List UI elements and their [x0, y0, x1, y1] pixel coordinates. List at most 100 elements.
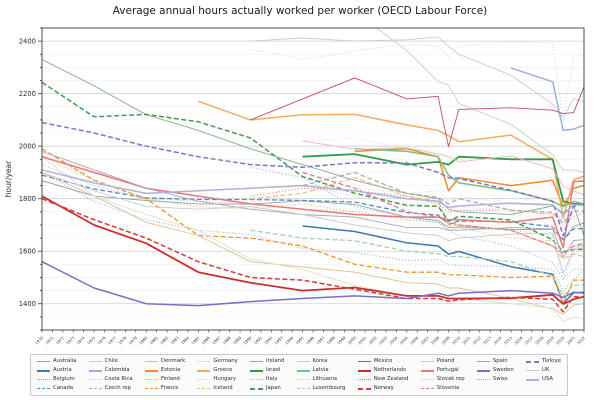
y-tick-label: 2000 — [19, 142, 36, 150]
series-line-luxembourg — [250, 229, 584, 297]
legend-line-swatch — [357, 387, 371, 390]
x-tick-label: 1970 — [34, 335, 45, 346]
legend-item-norway: Norway — [357, 385, 409, 392]
legend-label: Costa Rica — [104, 376, 133, 382]
legend-line-swatch — [357, 369, 371, 372]
legend-label: Finland — [160, 376, 180, 382]
legend-label: Hungary — [213, 376, 237, 382]
x-tick-label: 1983 — [169, 335, 180, 346]
series-line-czech-rep — [302, 171, 584, 225]
y-tick-label: 1800 — [19, 195, 36, 203]
series-line-greece — [198, 100, 584, 219]
legend-label: France — [160, 385, 179, 391]
series-line-korea — [375, 28, 584, 173]
legend-label: Colombia — [104, 367, 130, 373]
legend-line-swatch — [144, 369, 158, 372]
legend-item-poland: Poland — [420, 358, 465, 365]
x-tick-label: 1997 — [315, 335, 326, 346]
x-tick-label: 1986 — [201, 335, 212, 346]
legend-label: Belgium — [53, 376, 75, 382]
legend-label: Estonia — [160, 367, 181, 373]
x-tick-label: 1991 — [253, 335, 264, 346]
legend-label: Greece — [213, 367, 233, 373]
series-line-austria — [302, 225, 584, 305]
legend-line-swatch — [249, 387, 263, 390]
x-tick-label: 2013 — [482, 335, 493, 346]
legend-label: USA — [541, 376, 553, 382]
x-tick-label: 2007 — [419, 335, 430, 346]
legend-line-swatch — [525, 378, 539, 381]
legend-line-swatch — [88, 379, 102, 380]
series-line-uk — [42, 171, 584, 274]
legend-item-ireland: Ireland — [249, 358, 284, 365]
legend-label: Australia — [53, 358, 77, 364]
legend-line-swatch — [37, 388, 50, 389]
legend-line-swatch — [197, 379, 211, 380]
legend-item-estonia: Estonia — [144, 367, 185, 374]
x-tick-label: 1982 — [159, 335, 170, 346]
x-tick-label: 1975 — [86, 335, 97, 346]
legend-label: Sweden — [492, 367, 514, 373]
legend-label: Spain — [492, 358, 508, 364]
legend-column: Poland Portugal Slovak rep Slovenia — [420, 358, 465, 392]
x-tick-label: 1993 — [274, 335, 285, 346]
legend-line-swatch — [37, 379, 50, 380]
legend-column: Korea Latvia Lithuania Luxembourg — [296, 358, 346, 392]
legend-line-swatch — [197, 388, 211, 389]
legend-label: Italy — [265, 376, 278, 382]
plot-frame — [41, 27, 585, 331]
legend-item-hungary: Hungary — [197, 376, 237, 383]
x-tick-label: 1994 — [284, 335, 295, 346]
x-tick-label: 1978 — [117, 335, 128, 346]
legend-item-mexico: Mexico — [357, 358, 409, 365]
x-tick-label: 2010 — [451, 335, 462, 346]
x-tick-label: 2002 — [367, 335, 378, 346]
x-tick-label: 2019 — [545, 335, 556, 346]
legend-line-swatch — [296, 369, 310, 372]
x-tick-label: 1977 — [107, 335, 118, 346]
legend-column: Germany Greece Hungary Iceland — [197, 358, 238, 392]
x-tick-label: 1973 — [65, 335, 76, 346]
y-tick-label: 2200 — [19, 90, 36, 98]
x-tick-label: 2006 — [409, 335, 420, 346]
legend-column: Ireland Israel Italy Japan — [249, 358, 284, 392]
x-tick-label: 2005 — [399, 335, 410, 346]
legend-item-australia: Australia — [37, 358, 76, 365]
x-tick-label: 2014 — [492, 335, 503, 346]
legend-label: Austria — [53, 367, 72, 373]
legend-item-austria: Austria — [37, 367, 76, 374]
x-tick-label: 2020 — [555, 335, 566, 346]
legend-column: Spain Sweden Swiss — [476, 358, 514, 392]
legend-item-denmark: Denmark — [144, 358, 185, 365]
x-tick-label: 2016 — [513, 335, 524, 346]
legend-item-new-zealand: New Zealand — [357, 376, 409, 383]
series-line-colombia — [510, 67, 584, 132]
x-tick-label: 1996 — [305, 335, 316, 346]
series-line-norway — [42, 198, 584, 313]
legend-label: Swiss — [492, 376, 508, 382]
legend-line-swatch — [357, 379, 371, 380]
legend-label: Canada — [53, 385, 74, 391]
chart-title: Average annual hours actually worked per… — [112, 5, 488, 17]
series-line-costa-rica — [250, 40, 584, 121]
legend-label: Poland — [436, 358, 455, 364]
legend-label: Mexico — [373, 358, 393, 364]
x-tick-label: 2022 — [576, 335, 587, 346]
legend-line-swatch — [144, 379, 158, 380]
legend-item-israel: Israel — [249, 367, 284, 374]
legend-item-slovenia: Slovenia — [420, 385, 465, 392]
legend-label: Slovak rep — [436, 376, 465, 382]
x-tick-label: 1980 — [138, 335, 149, 346]
legend-label: Japan — [265, 385, 281, 391]
x-tick-label: 1981 — [148, 335, 159, 346]
legend-line-swatch — [249, 379, 263, 380]
legend-label: Chile — [104, 358, 118, 364]
legend-item-belgium: Belgium — [37, 376, 76, 383]
x-tick-label: 2009 — [440, 335, 451, 346]
x-tick-label: 1999 — [336, 335, 347, 346]
legend-line-swatch — [37, 369, 50, 372]
x-tick-label: 2000 — [347, 335, 358, 346]
legend-label: Czech rep — [104, 385, 132, 391]
